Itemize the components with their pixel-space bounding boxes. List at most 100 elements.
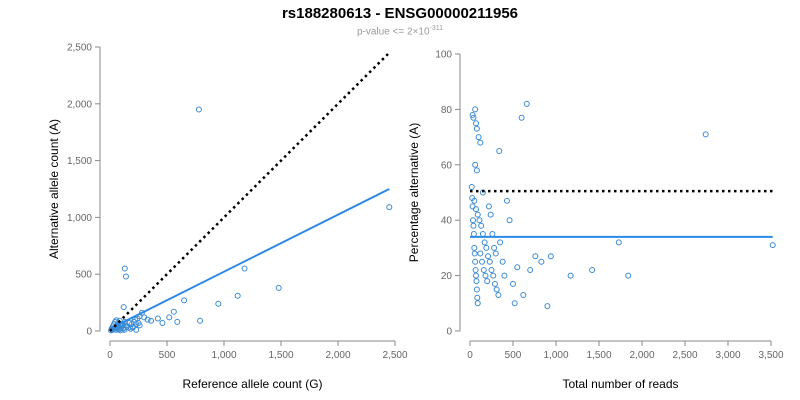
data-point (490, 272, 497, 279)
data-point (518, 114, 525, 121)
data-point (514, 264, 521, 271)
data-point (496, 147, 503, 154)
y-axis-label: Alternative allele count (A) (47, 119, 61, 259)
data-point (170, 308, 177, 315)
data-point (470, 217, 477, 224)
data-point (481, 239, 488, 246)
data-point (497, 239, 504, 246)
data-point (469, 203, 476, 210)
data-point (532, 253, 539, 260)
data-point (121, 265, 128, 272)
data-point (122, 273, 129, 280)
right-panel-percentage: 0 500 1,000 1,500 2,000 2,500 3,000 3,500 0 20 40 6… (407, 50, 784, 392)
data-point (386, 204, 393, 211)
data-point (487, 211, 494, 218)
data-point (523, 100, 530, 107)
data-point (474, 294, 481, 301)
data-point (544, 303, 551, 310)
data-point (567, 272, 574, 279)
data-point (547, 253, 554, 260)
data-point (485, 253, 492, 260)
data-point (144, 316, 151, 323)
reference-dotted-line (109, 51, 391, 332)
data-point (491, 244, 498, 251)
data-point (473, 167, 480, 174)
data-point (501, 272, 508, 279)
data-point (493, 286, 500, 293)
x-tick-label: 0 (467, 350, 473, 361)
data-point (476, 217, 483, 224)
data-point (489, 231, 496, 238)
data-point (470, 231, 477, 238)
x-tick-label: 1,000 (543, 350, 568, 361)
data-point (241, 265, 248, 272)
data-point (469, 111, 476, 118)
data-point (506, 217, 513, 224)
y-tick-label: 500 (75, 270, 92, 281)
data-point (479, 231, 486, 238)
x-tick-label: 500 (505, 350, 522, 361)
x-tick-label: 1,000 (211, 350, 236, 361)
left-panel-allele-counts: 0 500 1,000 1,500 2,000 2,500 0 500 1,000 1,500 2,… (47, 43, 408, 392)
data-point (510, 280, 516, 287)
data-point (495, 291, 502, 298)
data-point (615, 239, 622, 246)
data-point (491, 280, 498, 287)
data-point (154, 315, 161, 322)
y-tick-label: 100 (435, 50, 452, 61)
data-point (511, 300, 518, 307)
x-tick-label: 2,000 (325, 350, 350, 361)
x-tick-label: 2,000 (629, 350, 654, 361)
y-tick-label: 40 (441, 216, 453, 227)
data-point (275, 284, 282, 291)
data-point (117, 327, 124, 334)
data-point (148, 317, 155, 324)
x-tick-label: 500 (159, 350, 176, 361)
data-point (471, 197, 478, 204)
data-point (166, 314, 173, 321)
data-point (486, 258, 493, 265)
y-tick-label: 60 (441, 160, 453, 171)
data-point (473, 120, 480, 127)
y-tick-label: 1,500 (67, 156, 92, 167)
data-point (133, 326, 140, 333)
data-point (473, 125, 480, 132)
data-point (625, 272, 632, 279)
y-tick-label: 0 (86, 327, 92, 338)
data-point (113, 317, 120, 324)
x-tick-label: 2,500 (382, 350, 407, 361)
data-point (473, 286, 480, 293)
data-point (538, 258, 545, 265)
data-point (473, 272, 480, 279)
data-point (472, 106, 479, 113)
data-point (470, 114, 477, 121)
fit-line (109, 188, 390, 330)
data-point (482, 272, 489, 279)
data-point (473, 278, 480, 285)
data-point (492, 250, 499, 257)
data-point (483, 244, 490, 251)
data-point (702, 131, 709, 138)
data-point (474, 300, 481, 307)
y-tick-label: 2,000 (67, 99, 92, 110)
data-point (484, 278, 491, 285)
data-point (503, 197, 510, 204)
x-tick-label: 2,500 (672, 350, 697, 361)
y-tick-label: 20 (441, 271, 453, 282)
y-tick-label: 1,000 (67, 213, 92, 224)
data-point (480, 267, 487, 274)
data-point (472, 161, 479, 168)
y-axis-label: Percentage alternative (A) (407, 123, 421, 262)
data-point (499, 258, 506, 265)
data-point (485, 203, 492, 210)
y-tick-label: 80 (441, 105, 453, 116)
data-point (120, 304, 127, 311)
data-point (474, 211, 481, 218)
x-axis-label: Total number of reads (562, 377, 678, 391)
data-point (478, 222, 485, 229)
x-tick-label: 3,500 (758, 350, 783, 361)
data-point (197, 317, 204, 324)
data-point (471, 250, 478, 257)
data-point (527, 267, 534, 274)
